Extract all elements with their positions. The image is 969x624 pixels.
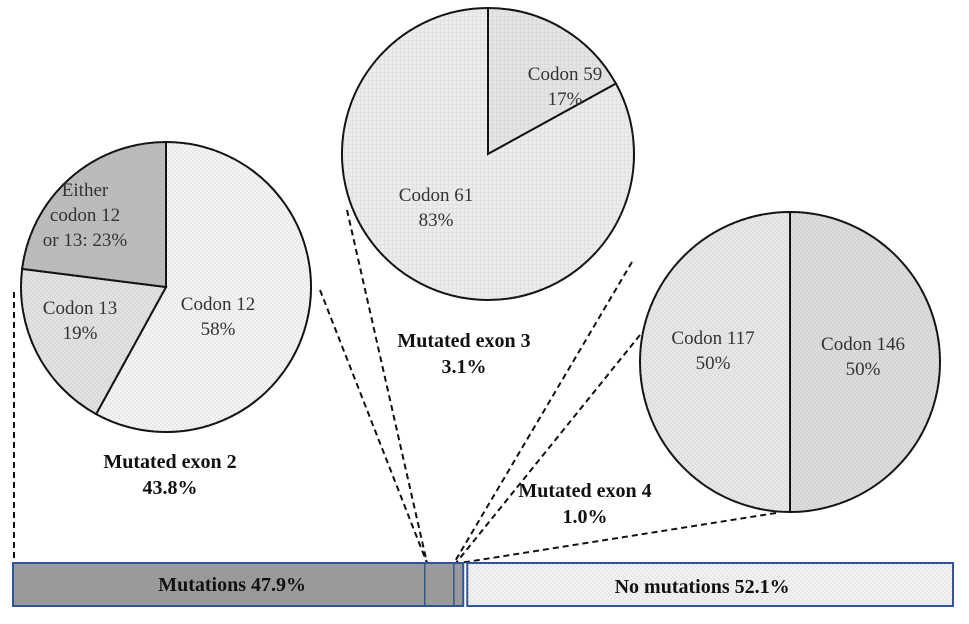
connector-line xyxy=(346,209,428,564)
pie-exon-2: Codon 12 58% Codon 13 19% Either codon 12 or 1… xyxy=(20,140,312,499)
pie-slice-label: Codon 59 17% xyxy=(528,64,602,110)
bar-label-mutations: Mutations 47.9% xyxy=(158,574,306,596)
pie-slice-texture xyxy=(790,212,940,512)
stacked-bar: Mutations 47.9% No mutations 52.1% xyxy=(12,562,954,607)
pie-slice-texture xyxy=(21,268,167,415)
pie-slice-label: Codon 61 83% xyxy=(399,185,473,231)
connector-line xyxy=(455,334,641,564)
pie-slice-texture xyxy=(96,142,311,432)
bar-segment-texture xyxy=(467,563,953,606)
pie-slice-label: Codon 117 50% xyxy=(671,328,754,374)
pie-slice-label: Codon 12 58% xyxy=(181,294,255,340)
pie-title: Mutated exon 3 3.1% xyxy=(397,330,530,378)
pie-charts: Codon 12 58% Codon 13 19% Either codon 12 or 1… xyxy=(20,6,941,528)
connector-lines xyxy=(13,209,777,564)
pie-slice-label: Either codon 12 or 13: 23% xyxy=(43,180,128,251)
pie-title: Mutated exon 2 43.8% xyxy=(103,451,236,499)
connector-line xyxy=(319,289,428,564)
pie-exon-3: Codon 59 17% Codon 61 83% Mutated exon 3 3.1% xyxy=(341,6,635,378)
pie-slice-texture xyxy=(22,141,166,287)
pie-slice-texture xyxy=(640,212,790,512)
pie-slice-texture xyxy=(342,8,635,300)
connector-line xyxy=(459,512,777,564)
bar-label-no-mutations: No mutations 52.1% xyxy=(615,576,790,598)
pie-title: Mutated exon 4 1.0% xyxy=(518,480,651,528)
bar-segment-mutations xyxy=(12,562,465,607)
pie-slice-texture xyxy=(488,8,616,154)
pie-exon-4: Codon 117 50% Codon 146 50% Mutated exon 4 1.… xyxy=(518,210,941,528)
pie-slice-label: Codon 146 50% xyxy=(821,334,905,380)
connector-line xyxy=(453,261,633,564)
pie-slice-label: Codon 13 19% xyxy=(43,298,117,344)
